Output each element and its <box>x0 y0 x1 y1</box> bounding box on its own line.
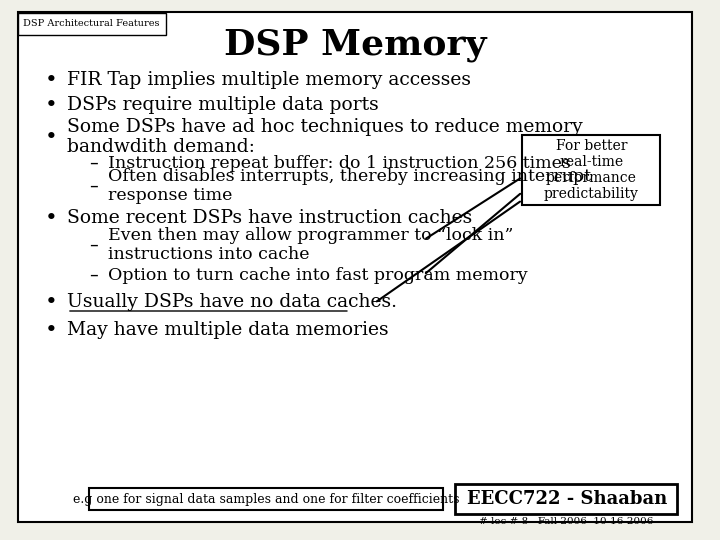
Text: Some recent DSPs have instruction caches: Some recent DSPs have instruction caches <box>67 209 472 227</box>
FancyBboxPatch shape <box>455 484 677 514</box>
Text: –: – <box>89 154 98 172</box>
Text: e.g one for signal data samples and one for filter coefficients: e.g one for signal data samples and one … <box>73 492 459 505</box>
Text: Usually DSPs have no data caches.: Usually DSPs have no data caches. <box>67 293 397 311</box>
Text: Some DSPs have ad hoc techniques to reduce memory
bandwdith demand:: Some DSPs have ad hoc techniques to redu… <box>67 118 582 157</box>
Text: May have multiple data memories: May have multiple data memories <box>67 321 389 339</box>
Text: DSP Architectural Features: DSP Architectural Features <box>24 19 160 29</box>
Text: Instruction repeat buffer: do 1 instruction 256 times: Instruction repeat buffer: do 1 instruct… <box>109 154 571 172</box>
Text: # lec # 8   Fall 2006  10-16-2006: # lec # 8 Fall 2006 10-16-2006 <box>480 517 654 526</box>
FancyBboxPatch shape <box>18 12 692 522</box>
Text: Option to turn cache into fast program memory: Option to turn cache into fast program m… <box>109 267 528 284</box>
FancyBboxPatch shape <box>522 135 660 205</box>
Text: •: • <box>45 95 58 115</box>
Text: •: • <box>45 70 58 90</box>
Text: –: – <box>89 266 98 284</box>
Text: –: – <box>89 236 98 254</box>
Text: For better
real-time
performance
predictability: For better real-time performance predict… <box>544 139 639 201</box>
Text: •: • <box>45 208 58 228</box>
Text: •: • <box>45 292 58 312</box>
FancyBboxPatch shape <box>18 13 166 35</box>
Text: EECC722 - Shaaban: EECC722 - Shaaban <box>467 490 667 508</box>
Text: DSP Memory: DSP Memory <box>223 28 486 62</box>
Text: FIR Tap implies multiple memory accesses: FIR Tap implies multiple memory accesses <box>67 71 471 89</box>
FancyBboxPatch shape <box>89 488 444 510</box>
Text: •: • <box>45 320 58 340</box>
Text: Even then may allow programmer to “lock in”
instructions into cache: Even then may allow programmer to “lock … <box>109 227 514 264</box>
Text: DSPs require multiple data ports: DSPs require multiple data ports <box>67 96 379 114</box>
Text: –: – <box>89 177 98 195</box>
Text: •: • <box>45 127 58 147</box>
Text: Often disables interrupts, thereby increasing interrupt
response time: Often disables interrupts, thereby incre… <box>109 168 591 204</box>
